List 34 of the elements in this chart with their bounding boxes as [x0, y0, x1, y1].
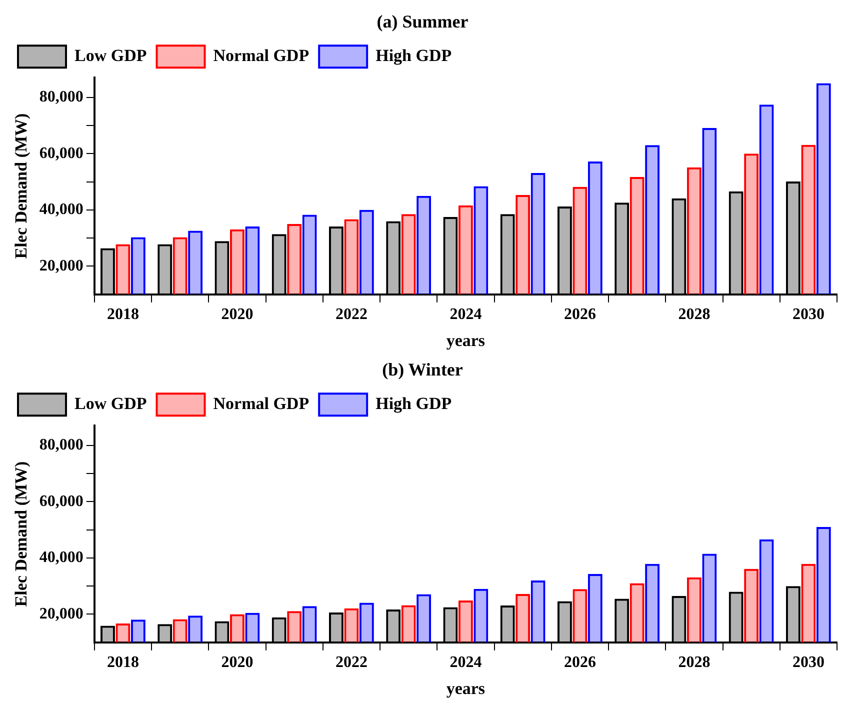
legend-label: High GDP [376, 46, 452, 65]
x-tick-label: 2018 [106, 654, 139, 672]
x-tick-label: 2030 [792, 306, 824, 324]
x-tick-label: 2026 [564, 306, 596, 324]
x-tick-label: 2024 [450, 654, 482, 672]
y-tick-label: 60,000 [39, 492, 84, 510]
y-tick-label: 40,000 [39, 201, 84, 218]
y-tick-label: 80,000 [39, 436, 84, 454]
x-tick-label: 2022 [335, 306, 368, 324]
y-tick-label: 60,000 [39, 144, 84, 162]
legend-label: Low GDP [74, 46, 147, 65]
y-tick-label: 40,000 [39, 549, 84, 566]
y-tick-label: 20,000 [39, 605, 84, 622]
x-tick-label: 2020 [221, 306, 254, 324]
x-tick-label: 2018 [106, 306, 139, 324]
y-axis-title: Elec Demand (MW) [12, 461, 31, 607]
legend-label: High GDP [376, 394, 452, 413]
chart-title: (b) Winter [382, 359, 463, 380]
legend-label: Normal GDP [213, 46, 310, 65]
y-tick-label: 20,000 [39, 257, 84, 274]
x-axis-title: years [446, 679, 486, 698]
legend-label: Normal GDP [213, 394, 310, 413]
x-tick-label: 2028 [678, 654, 710, 672]
y-axis-title: Elec Demand (MW) [12, 113, 31, 259]
x-axis-title: years [446, 331, 486, 350]
x-tick-label: 2022 [335, 654, 368, 672]
x-tick-label: 2020 [221, 654, 254, 672]
legend-label: Low GDP [74, 394, 147, 413]
y-tick-label: 80,000 [39, 88, 84, 106]
x-tick-label: 2030 [792, 654, 824, 672]
x-tick-label: 2026 [564, 654, 596, 672]
x-tick-label: 2024 [450, 306, 482, 324]
x-tick-label: 2028 [678, 306, 710, 324]
chart-title: (a) Summer [376, 11, 468, 32]
